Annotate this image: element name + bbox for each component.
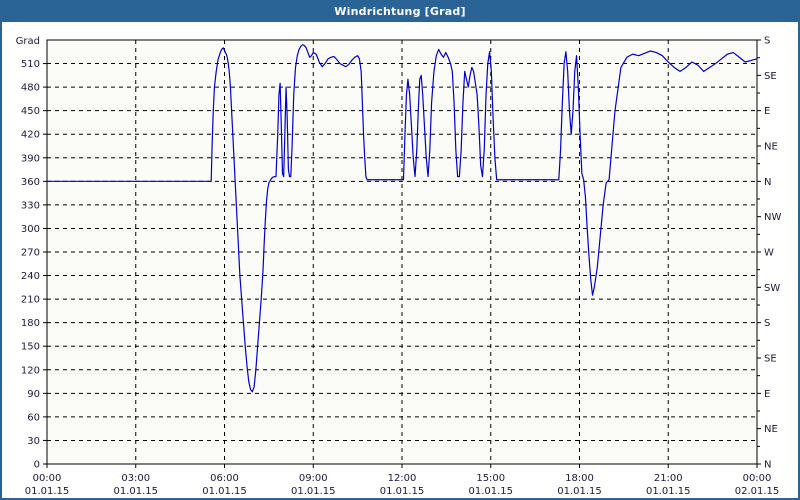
y2-axis-tick-label: N — [764, 177, 771, 188]
y2-axis-tick-label: SE — [764, 354, 777, 365]
y-axis-tick-label: 420 — [21, 130, 40, 141]
y-axis-tick-label: 120 — [21, 365, 40, 376]
x-axis-tick-label-time: 18:00 — [565, 473, 594, 484]
x-axis-tick-label-time: 15:00 — [476, 473, 505, 484]
y2-axis-tick-label: S — [764, 36, 770, 47]
plot-border — [46, 39, 758, 465]
x-axis-tick-label-date: 01.01.15 — [113, 486, 158, 497]
window-title-bar: Windrichtung [Grad] — [2, 2, 798, 22]
series-line-windrichtung — [46, 44, 758, 393]
x-axis-tick-label-time: 21:00 — [654, 473, 683, 484]
x-axis-tick-label-date: 01.01.15 — [25, 486, 70, 497]
y2-axis-tick-label: E — [764, 389, 770, 400]
y-axis-tick-label: 360 — [21, 177, 40, 188]
y2-axis-tick-label: SE — [764, 71, 777, 82]
y-axis-tick-label: 60 — [27, 412, 40, 423]
x-axis-tick-label-time: 12:00 — [388, 473, 417, 484]
x-axis-tick-label-time: 03:00 — [121, 473, 150, 484]
y-axis-tick-label: 480 — [21, 83, 40, 94]
y-axis-unit-label: Grad — [16, 36, 40, 47]
window-title: Windrichtung [Grad] — [334, 5, 466, 18]
y-axis-tick-label: 390 — [21, 153, 40, 164]
x-axis-tick-label-date: 01.01.15 — [291, 486, 336, 497]
y-axis-tick-label: 0 — [34, 460, 40, 471]
y2-axis-tick-label: NE — [764, 142, 778, 153]
y2-axis-tick-label: W — [764, 248, 774, 259]
y-axis-tick-label: 150 — [21, 342, 40, 353]
y2-axis-tick-label: N — [764, 460, 771, 471]
y-axis-tick-label: 210 — [21, 295, 40, 306]
x-axis-tick-label-time: 00:00 — [33, 473, 62, 484]
y2-axis-tick-label: NE — [764, 424, 778, 435]
y-axis-tick-label: 510 — [21, 59, 40, 70]
y2-axis-tick-label: E — [764, 106, 770, 117]
chart-area: 0 30 60 90 120 150 180 210 240 270 300 330 360 390 420… — [2, 22, 798, 498]
x-axis-tick-label-time: 00:00 — [743, 473, 772, 484]
y-axis-tick-label: 90 — [27, 389, 40, 400]
y-axis-tick-label: 240 — [21, 271, 40, 282]
y2-axis-tick-label: NW — [764, 212, 781, 223]
x-axis-tick-label-time: 06:00 — [210, 473, 239, 484]
x-axis-tick-label-date: 01.01.15 — [557, 486, 602, 497]
y-axis-tick-label: 180 — [21, 318, 40, 329]
y2-axis-tick-label: S — [764, 318, 770, 329]
x-axis-tick-label-date: 01.01.15 — [646, 486, 691, 497]
y2-axis-tick-label: SW — [764, 283, 780, 294]
x-axis-tick-label-date: 02.01.15 — [735, 486, 780, 497]
x-axis-tick-label-date: 01.01.15 — [468, 486, 513, 497]
y-axis-tick-label: 300 — [21, 224, 40, 235]
grid-lines — [47, 40, 757, 464]
data-series-line — [46, 44, 758, 393]
axis-labels: 0 30 60 90 120 150 180 210 240 270 300 330 360 390 420… — [16, 36, 782, 498]
y-axis-tick-label: 330 — [21, 200, 40, 211]
x-axis-tick-label-time: 09:00 — [299, 473, 328, 484]
plot-frame — [46, 39, 758, 465]
wind-direction-line-chart: 0 30 60 90 120 150 180 210 240 270 300 330 360 390 420… — [2, 22, 798, 498]
x-axis-tick-label-date: 01.01.15 — [380, 486, 425, 497]
x-axis-tick-label-date: 01.01.15 — [202, 486, 247, 497]
y-axis-tick-label: 30 — [27, 436, 40, 447]
y-axis-tick-label: 270 — [21, 248, 40, 259]
y-axis-tick-label: 450 — [21, 106, 40, 117]
